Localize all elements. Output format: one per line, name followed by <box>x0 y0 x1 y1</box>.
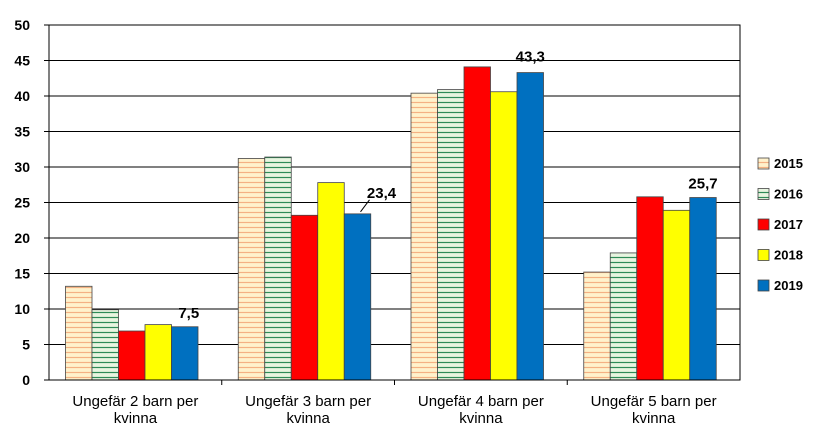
y-tick-label: 10 <box>14 301 30 317</box>
bar-2017-cat1 <box>118 330 146 381</box>
y-tick-label: 50 <box>14 17 30 33</box>
category-label: Ungefär 2 barn per kvinna <box>72 393 198 427</box>
data-label-leader <box>360 199 370 213</box>
y-tick-label: 40 <box>14 88 30 104</box>
y-tick-label: 45 <box>14 53 30 69</box>
bar-2017-cat3 <box>463 66 491 381</box>
data-label: 25,7 <box>688 176 717 193</box>
bar-2016-cat1 <box>91 309 119 381</box>
bar-2015-cat4 <box>583 271 611 381</box>
category-label: Ungefär 5 barn per kvinna <box>591 393 717 427</box>
legend-label-2019: 2019 <box>774 278 803 293</box>
legend-label-2016: 2016 <box>774 187 803 202</box>
legend-label-2017: 2017 <box>774 217 803 232</box>
gridlines <box>49 60 740 345</box>
bar-2017-cat4 <box>636 196 664 381</box>
y-tick-label: 5 <box>22 337 30 353</box>
bar-2015-cat3 <box>410 92 438 381</box>
bar-2019-cat3 <box>516 72 544 381</box>
legend-swatch-2018 <box>757 249 770 261</box>
bar-2018-cat2 <box>317 182 345 381</box>
data-labels: 7,5 23,4 43,3 25,7 <box>178 49 717 322</box>
legend-swatch-2015 <box>757 157 770 170</box>
bar-2019-cat2 <box>343 213 372 381</box>
y-tick-label: 35 <box>14 124 30 140</box>
bar-2016-cat2 <box>264 156 292 381</box>
bar-2018-cat4 <box>662 209 691 381</box>
legend-swatch-2019 <box>757 279 770 292</box>
legend-swatch-2017 <box>757 218 770 231</box>
legend-label-2018: 2018 <box>774 248 803 263</box>
y-tick-label: 30 <box>14 159 30 175</box>
legend-swatch-2016 <box>757 188 770 200</box>
bar-2018-cat3 <box>490 91 518 381</box>
y-tick-label: 15 <box>14 266 30 282</box>
bar-2019-cat4 <box>689 197 717 381</box>
legend: 2015 2016 2017 2018 2019 <box>757 156 803 293</box>
category-label: Ungefär 3 barn per kvinna <box>245 393 371 427</box>
bar-2016-cat3 <box>437 89 465 381</box>
bar-2019-cat1 <box>171 326 199 381</box>
y-tick-label: 0 <box>22 372 30 388</box>
data-label: 43,3 <box>516 49 545 66</box>
axes: 0 5 10 15 20 25 30 35 40 45 50 Ungefär 2 barn per kv… <box>14 17 741 427</box>
bar-2017-cat2 <box>290 214 319 381</box>
bar-2016-cat4 <box>609 252 638 381</box>
data-label: 23,4 <box>367 185 397 202</box>
bar-2015-cat2 <box>237 158 266 381</box>
bar-2015-cat1 <box>65 285 93 381</box>
category-label: Ungefär 4 barn per kvinna <box>418 393 544 427</box>
data-label: 7,5 <box>178 305 199 322</box>
y-tick-label: 20 <box>14 230 30 246</box>
bar-2018-cat1 <box>144 324 172 381</box>
y-tick-label: 25 <box>14 195 30 211</box>
legend-label-2015: 2015 <box>774 156 803 171</box>
bars <box>65 66 717 381</box>
